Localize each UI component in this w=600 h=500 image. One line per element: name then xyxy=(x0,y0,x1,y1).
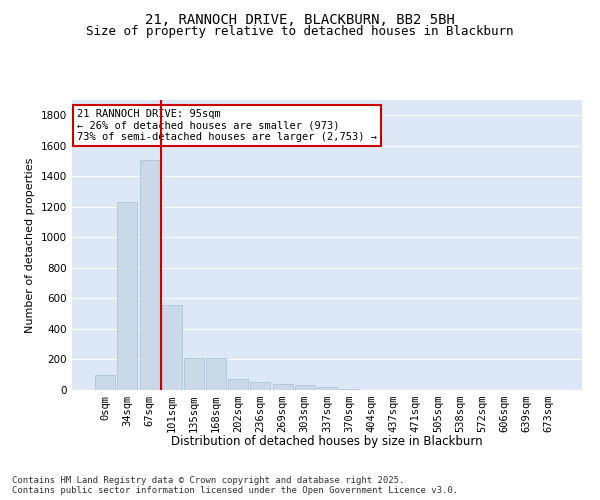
Bar xyxy=(118,202,137,390)
X-axis label: Distribution of detached houses by size in Blackburn: Distribution of detached houses by size … xyxy=(171,435,483,448)
Text: Contains HM Land Registry data © Crown copyright and database right 2025.
Contai: Contains HM Land Registry data © Crown c… xyxy=(12,476,458,495)
Bar xyxy=(339,389,359,390)
Bar xyxy=(162,304,182,390)
Bar xyxy=(184,358,204,390)
Bar xyxy=(295,386,315,390)
Bar xyxy=(250,382,271,390)
Text: Size of property relative to detached houses in Blackburn: Size of property relative to detached ho… xyxy=(86,25,514,38)
Y-axis label: Number of detached properties: Number of detached properties xyxy=(25,158,35,332)
Bar xyxy=(228,378,248,390)
Bar xyxy=(140,160,160,390)
Bar xyxy=(206,358,226,390)
Text: 21, RANNOCH DRIVE, BLACKBURN, BB2 5BH: 21, RANNOCH DRIVE, BLACKBURN, BB2 5BH xyxy=(145,12,455,26)
Bar xyxy=(272,384,293,390)
Bar xyxy=(95,374,115,390)
Bar xyxy=(317,387,337,390)
Text: 21 RANNOCH DRIVE: 95sqm
← 26% of detached houses are smaller (973)
73% of semi-d: 21 RANNOCH DRIVE: 95sqm ← 26% of detache… xyxy=(77,108,377,142)
